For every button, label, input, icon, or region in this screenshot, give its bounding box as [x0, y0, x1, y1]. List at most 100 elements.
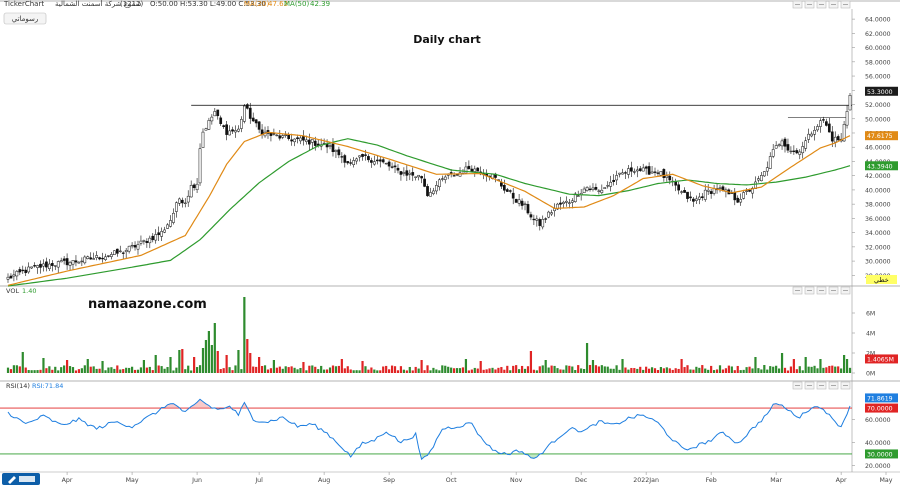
volume-pane-controls[interactable]: [792, 286, 851, 295]
volume-bar: [148, 366, 151, 373]
volume-y-tick-label: 2M: [866, 351, 875, 358]
candle-body: [635, 169, 639, 172]
price-pane: Daily chart 28.000030.000032.000034.0000…: [6, 17, 898, 287]
volume-bar: [417, 368, 420, 373]
candle-body: [700, 196, 704, 198]
candle-body: [411, 172, 415, 176]
volume-bar: [246, 339, 249, 373]
candle-body: [343, 155, 347, 163]
volume-bar: [92, 366, 95, 373]
candle-body: [408, 172, 412, 175]
candle-body: [686, 191, 689, 199]
volume-bar: [662, 368, 665, 373]
candle-body: [355, 158, 358, 162]
candle-body: [305, 139, 308, 142]
volume-bar: [9, 369, 13, 373]
candle-body: [695, 198, 698, 201]
candle-body: [585, 187, 589, 191]
candle-body: [107, 255, 110, 257]
volume-bar: [544, 360, 547, 373]
price-y-tick-label: 52.0000: [865, 102, 891, 109]
volume-bar: [816, 368, 819, 373]
rsi-lower-tag: 30.0000: [867, 451, 893, 458]
volume-bar: [677, 368, 680, 373]
volume-bar: [119, 369, 122, 373]
volume-bar: [57, 370, 60, 373]
volume-bar: [526, 366, 530, 373]
price-tag: 53.3000: [867, 89, 893, 96]
candle-body: [559, 202, 562, 205]
candle-body: [387, 161, 391, 167]
volume-bar: [736, 365, 739, 373]
volume-bar: [98, 368, 101, 373]
time-tick-label: Mar: [770, 477, 782, 484]
volume-bar: [674, 368, 677, 373]
candle-body: [30, 266, 33, 269]
volume-bar: [181, 349, 184, 373]
candle-body: [588, 188, 592, 190]
candle-body: [210, 116, 214, 122]
drawings-button[interactable]: رسوماتي: [3, 12, 47, 25]
volume-bar: [388, 369, 391, 373]
candle-body: [762, 171, 766, 177]
volume-bar: [48, 366, 51, 373]
volume-bar: [450, 367, 453, 373]
price-pane-controls[interactable]: [792, 0, 851, 9]
volume-bar: [213, 323, 216, 373]
rsi-pane-controls[interactable]: [792, 381, 851, 390]
volume-bar: [529, 351, 533, 373]
volume-bar: [74, 370, 78, 373]
rsi-value: RSI:71.84: [32, 382, 63, 390]
volume-bar: [275, 367, 278, 373]
candle-body: [511, 192, 515, 199]
candle-body: [39, 263, 42, 268]
volume-bar: [128, 367, 131, 373]
candle-body: [349, 162, 353, 164]
rsi-overbought-fill: [241, 402, 248, 409]
volume-bar: [710, 365, 713, 373]
candle-body: [709, 191, 713, 194]
price-y-tick-label: 58.0000: [865, 59, 891, 66]
volume-bar: [612, 368, 615, 373]
volume-bar: [834, 366, 837, 373]
volume-bar: [157, 365, 160, 373]
volume-bar: [231, 370, 234, 373]
candle-body: [600, 189, 604, 193]
volume-bar: [284, 366, 287, 373]
candle-body: [340, 156, 344, 158]
candle-body: [115, 248, 119, 254]
volume-bar: [760, 369, 763, 373]
candle-body: [62, 258, 66, 261]
volume-bar: [780, 353, 784, 373]
candle-body: [12, 274, 16, 277]
volume-bar: [426, 365, 429, 373]
volume-bar: [379, 370, 382, 373]
pencil-icon[interactable]: [2, 473, 40, 485]
volume-bar: [77, 369, 81, 373]
volume-bar: [71, 367, 75, 373]
candle-body: [370, 160, 373, 163]
ma20-tag: 47.6175: [867, 133, 893, 140]
volume-bar: [193, 357, 196, 373]
candle-body: [213, 111, 217, 117]
volume-bar: [458, 368, 462, 373]
volume-bar: [786, 370, 790, 373]
candle-body: [399, 171, 403, 175]
volume-bar: [323, 369, 326, 373]
time-tick-label: May: [879, 477, 892, 484]
candle-body: [352, 160, 356, 165]
candle-body: [733, 191, 737, 201]
candle-body: [523, 203, 527, 205]
volume-bar: [503, 369, 506, 373]
drawings-button-label: رسوماتي: [12, 15, 39, 23]
volume-tag-bg: [865, 354, 898, 364]
candle-body: [550, 212, 553, 215]
volume-bar: [198, 365, 202, 373]
volume-bar: [113, 368, 116, 373]
watermark-text: namaazone.com: [88, 297, 207, 312]
volume-bar: [376, 370, 379, 373]
volume-bar: [42, 358, 45, 373]
volume-bar: [819, 359, 822, 373]
volume-bar: [488, 368, 491, 373]
